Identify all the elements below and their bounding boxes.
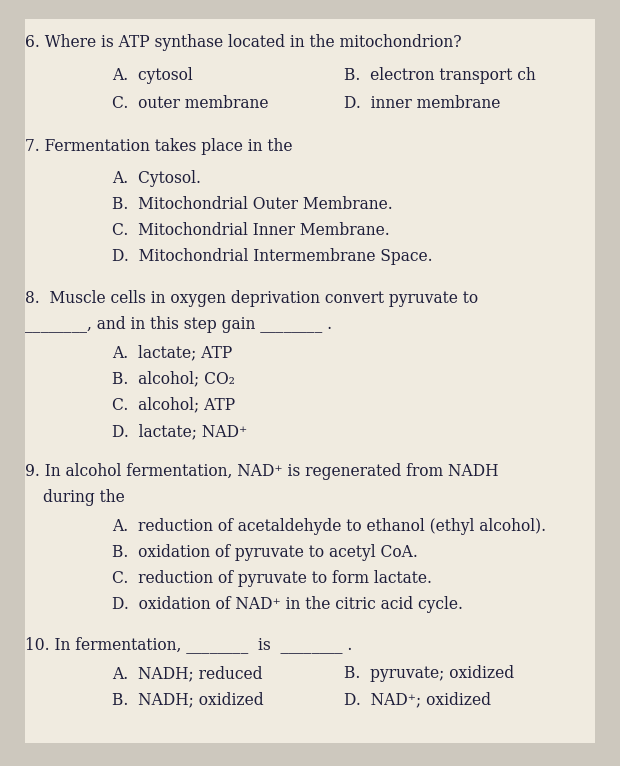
Text: A.  Cytosol.: A. Cytosol. — [112, 170, 201, 187]
Text: 10. In fermentation, ________  is  ________ .: 10. In fermentation, ________ is _______… — [25, 636, 352, 653]
Text: C.  outer membrane: C. outer membrane — [112, 95, 268, 112]
Text: B.  electron transport ch: B. electron transport ch — [344, 67, 536, 83]
Text: ________, and in this step gain ________ .: ________, and in this step gain ________… — [25, 316, 332, 332]
Text: 9. In alcohol fermentation, NAD⁺ is regenerated from NADH: 9. In alcohol fermentation, NAD⁺ is rege… — [25, 463, 498, 480]
Text: B.  alcohol; CO₂: B. alcohol; CO₂ — [112, 371, 234, 388]
Text: B.  pyruvate; oxidized: B. pyruvate; oxidized — [344, 665, 514, 682]
Text: D.  oxidation of NAD⁺ in the citric acid cycle.: D. oxidation of NAD⁺ in the citric acid … — [112, 596, 463, 613]
Text: 7. Fermentation takes place in the: 7. Fermentation takes place in the — [25, 138, 292, 155]
Text: D.  NAD⁺; oxidized: D. NAD⁺; oxidized — [344, 691, 491, 708]
Text: A.  NADH; reduced: A. NADH; reduced — [112, 665, 262, 682]
Text: B.  Mitochondrial Outer Membrane.: B. Mitochondrial Outer Membrane. — [112, 196, 392, 213]
Text: 6. Where is ATP synthase located in the mitochondrion?: 6. Where is ATP synthase located in the … — [25, 34, 461, 51]
Text: C.  Mitochondrial Inner Membrane.: C. Mitochondrial Inner Membrane. — [112, 222, 389, 239]
Text: A.  cytosol: A. cytosol — [112, 67, 192, 83]
Text: during the: during the — [43, 489, 125, 506]
Text: B.  NADH; oxidized: B. NADH; oxidized — [112, 691, 264, 708]
Text: C.  alcohol; ATP: C. alcohol; ATP — [112, 397, 235, 414]
Text: D.  inner membrane: D. inner membrane — [344, 95, 500, 112]
FancyBboxPatch shape — [25, 19, 595, 743]
Text: 8.  Muscle cells in oxygen deprivation convert pyruvate to: 8. Muscle cells in oxygen deprivation co… — [25, 290, 478, 306]
Text: D.  Mitochondrial Intermembrane Space.: D. Mitochondrial Intermembrane Space. — [112, 248, 432, 265]
Text: A.  lactate; ATP: A. lactate; ATP — [112, 345, 232, 362]
Text: C.  reduction of pyruvate to form lactate.: C. reduction of pyruvate to form lactate… — [112, 570, 432, 587]
Text: A.  reduction of acetaldehyde to ethanol (ethyl alcohol).: A. reduction of acetaldehyde to ethanol … — [112, 518, 546, 535]
Text: D.  lactate; NAD⁺: D. lactate; NAD⁺ — [112, 423, 247, 440]
Text: B.  oxidation of pyruvate to acetyl CoA.: B. oxidation of pyruvate to acetyl CoA. — [112, 544, 417, 561]
